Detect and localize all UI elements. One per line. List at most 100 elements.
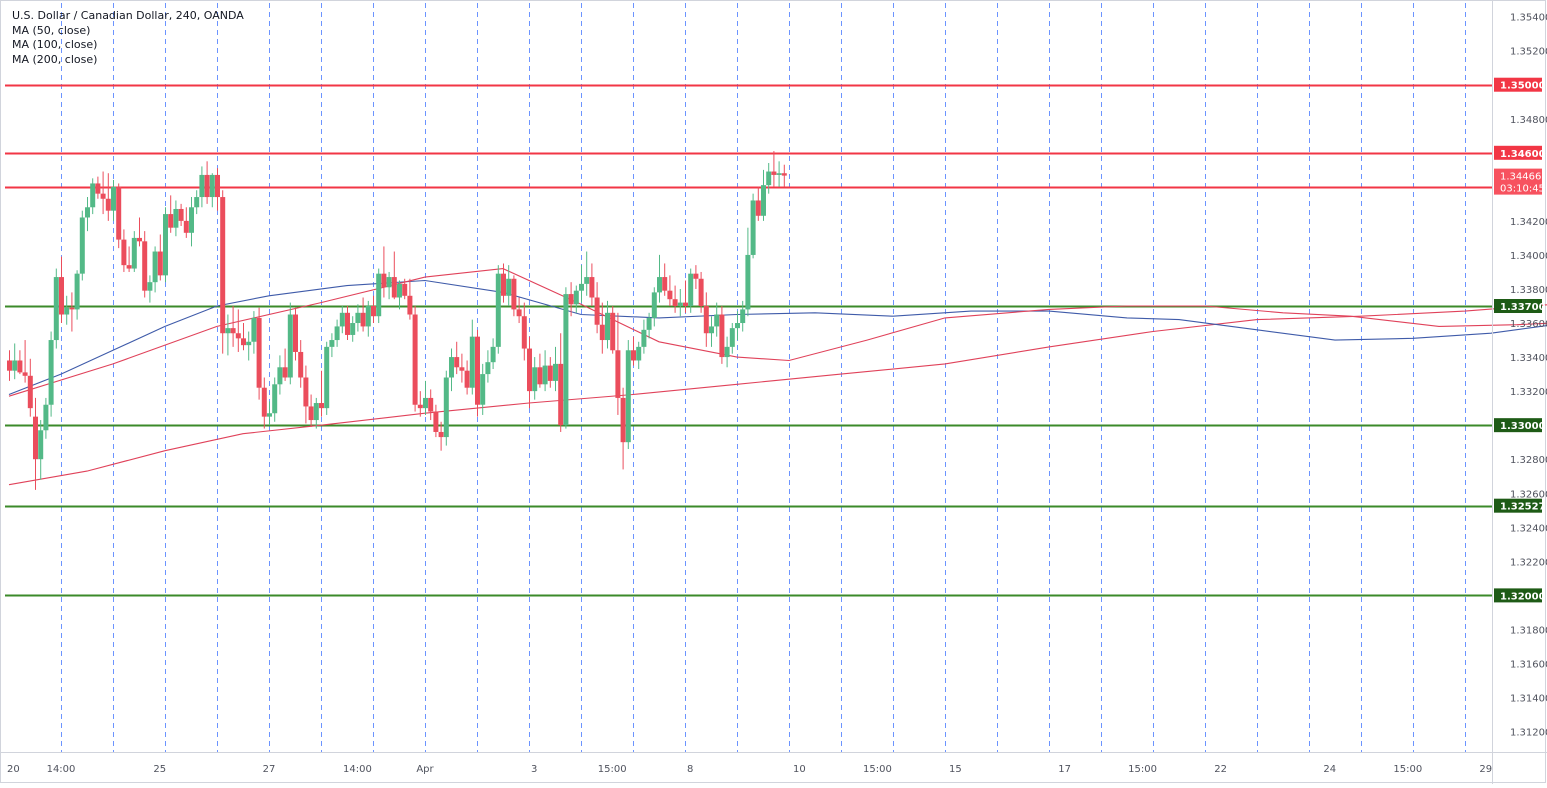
level-price-badge: 1.32000	[1494, 588, 1546, 603]
candle-body	[589, 277, 595, 298]
candle	[27, 358, 33, 417]
candle	[246, 331, 252, 361]
candle-body	[199, 174, 205, 198]
candle	[729, 323, 735, 354]
candle-body	[267, 413, 272, 417]
candle-body	[376, 273, 382, 317]
candle-body	[761, 185, 766, 216]
candle	[776, 161, 782, 187]
candle	[360, 297, 366, 332]
candle	[771, 151, 777, 187]
candle	[168, 195, 174, 233]
candle	[33, 397, 38, 490]
candle-body	[506, 278, 512, 296]
candle	[485, 350, 491, 383]
candle-body	[527, 348, 532, 392]
candle-body	[355, 312, 361, 324]
candle	[698, 271, 704, 313]
candle	[553, 346, 558, 392]
candle	[719, 306, 725, 364]
candle-body	[714, 314, 720, 327]
candle	[423, 380, 428, 415]
candle	[105, 173, 111, 221]
x-tick-label: 22	[1214, 764, 1227, 775]
candle-body	[303, 377, 309, 407]
candle-body	[126, 265, 132, 269]
candle-body	[667, 290, 673, 300]
candle	[766, 163, 772, 194]
candle	[298, 340, 304, 388]
candle	[319, 370, 324, 417]
candle-body	[282, 367, 288, 378]
candle-body	[428, 397, 434, 412]
candle-body	[521, 316, 527, 349]
candle	[235, 309, 241, 352]
candle	[636, 341, 642, 369]
candle-body	[755, 200, 761, 216]
candle	[100, 171, 106, 215]
candle	[683, 280, 688, 313]
candle	[74, 270, 80, 320]
candle-body	[209, 174, 215, 198]
candle	[391, 251, 397, 300]
candle-body	[100, 193, 106, 199]
level-badge-bg	[1494, 77, 1542, 92]
candle	[449, 348, 454, 392]
candle	[371, 295, 376, 324]
symbol-title[interactable]: U.S. Dollar / Canadian Dollar, 240, OAND…	[12, 9, 244, 22]
candle-body	[329, 340, 335, 347]
candle-body	[776, 173, 782, 175]
candle	[334, 319, 340, 347]
candle	[563, 287, 569, 429]
candle-body	[469, 336, 475, 388]
candle	[631, 336, 636, 366]
y-tick-label: 1.34800	[1510, 115, 1547, 126]
level-badge-text: 1.33700	[1500, 302, 1546, 313]
candle	[433, 404, 439, 438]
candle-body	[724, 346, 730, 358]
candle-body	[74, 273, 80, 310]
candle	[495, 265, 501, 354]
candle	[324, 341, 330, 415]
candle	[241, 323, 246, 351]
candle-body	[79, 217, 85, 274]
candle-body	[729, 328, 735, 347]
candle-body	[308, 406, 314, 421]
moving-averages-layer	[8, 268, 1547, 486]
candle-body	[766, 171, 772, 186]
candle-body	[313, 403, 319, 421]
candle-body	[495, 273, 501, 347]
ma100-legend[interactable]: MA (100, close)	[12, 38, 98, 51]
candle	[459, 353, 465, 383]
candle	[469, 319, 475, 395]
level-price-badge: 1.34600	[1494, 145, 1546, 160]
level-badge-text: 1.32527	[1500, 502, 1546, 513]
candle	[615, 312, 621, 415]
candle-body	[38, 430, 44, 460]
candle-body	[511, 278, 517, 310]
candle-body	[90, 183, 96, 208]
ma200-legend[interactable]: MA (200, close)	[12, 52, 98, 66]
candle-body	[563, 294, 569, 426]
candle	[79, 210, 85, 281]
candle-body	[573, 290, 579, 305]
candle-body	[17, 360, 23, 373]
level-badge-text: 1.34600	[1500, 149, 1546, 160]
candle	[43, 397, 49, 439]
candle-body	[111, 186, 116, 211]
candle	[605, 300, 610, 349]
level-badge-bg	[1494, 418, 1542, 433]
candle-body	[740, 309, 746, 324]
candle	[688, 268, 694, 313]
ma50-legend[interactable]: MA (50, close)	[12, 23, 91, 37]
candle	[412, 306, 418, 412]
candle-body	[293, 314, 298, 352]
candle	[438, 421, 444, 451]
candle-body	[688, 273, 694, 307]
candle-body	[360, 312, 366, 327]
candle	[95, 176, 101, 199]
candle-body	[615, 350, 621, 398]
